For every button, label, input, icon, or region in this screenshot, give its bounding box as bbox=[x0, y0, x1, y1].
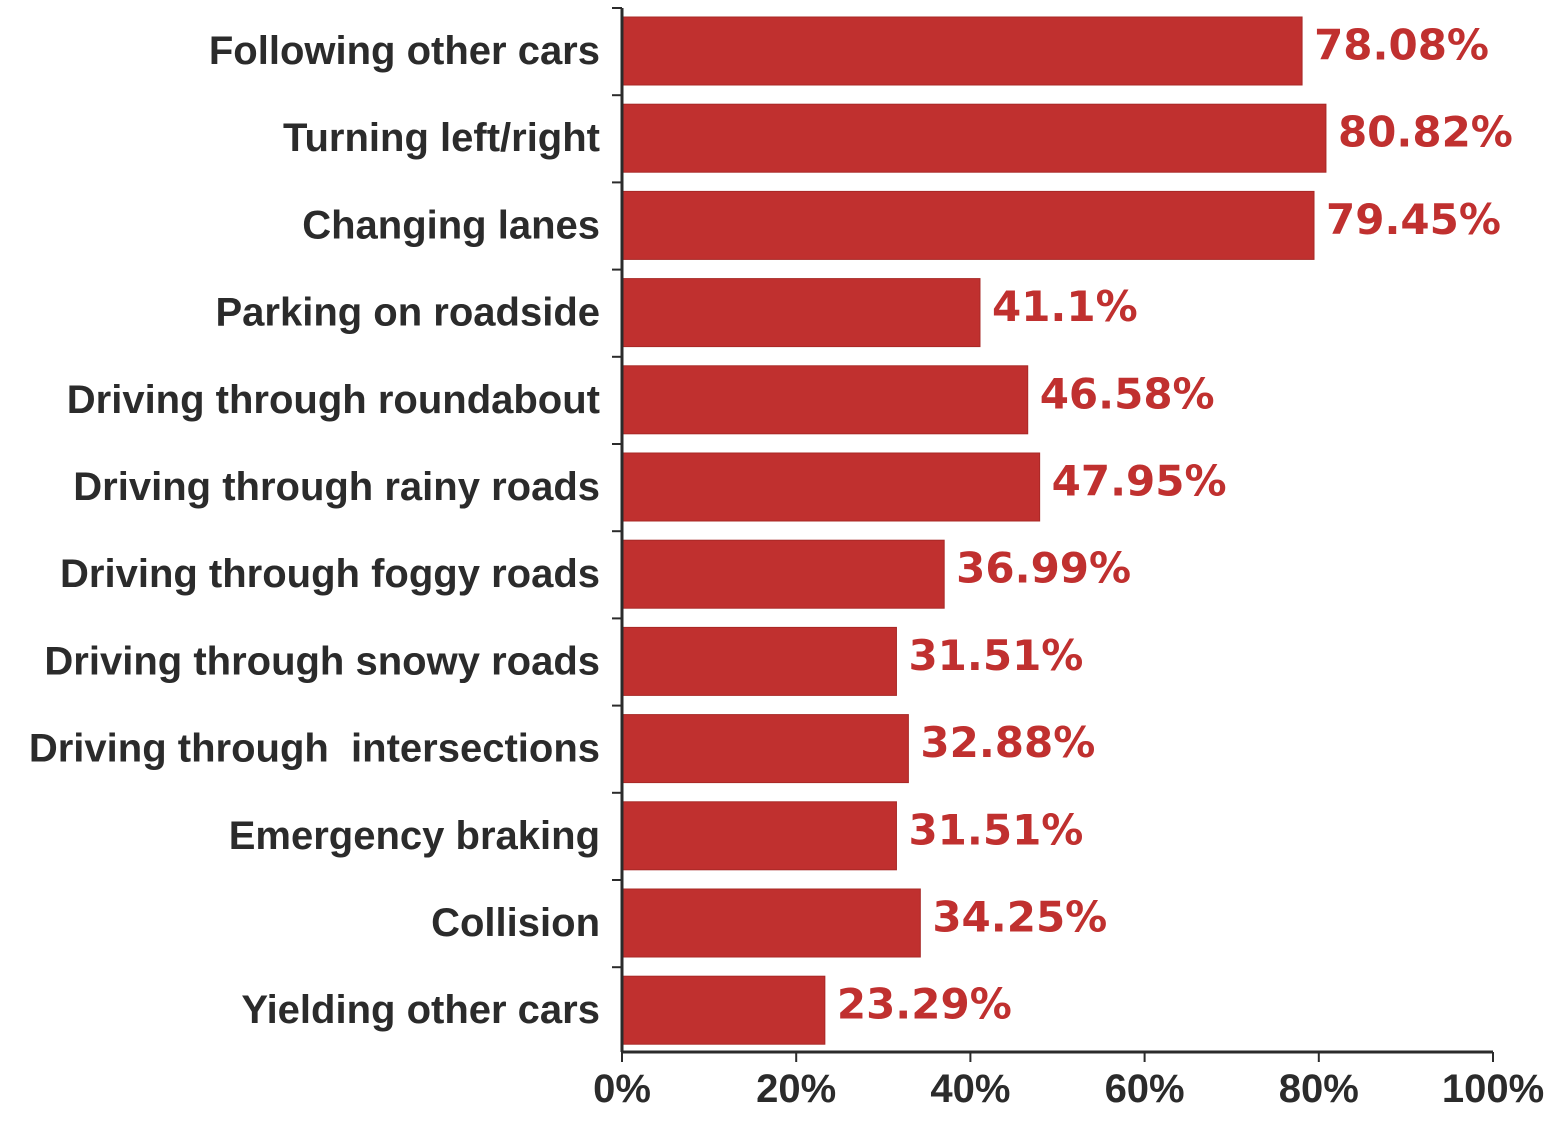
x-tick-label: 0% bbox=[593, 1067, 651, 1111]
x-tick-label: 60% bbox=[1105, 1067, 1185, 1111]
data-label: 47.95% bbox=[1052, 457, 1227, 506]
category-label: Parking on roadside bbox=[215, 291, 600, 335]
data-label: 34.25% bbox=[932, 893, 1107, 942]
data-label: 80.82% bbox=[1338, 108, 1513, 157]
data-label: 78.08% bbox=[1314, 21, 1489, 70]
x-tick-label: 40% bbox=[930, 1067, 1010, 1111]
category-label: Driving through rainy roads bbox=[73, 465, 600, 509]
bar bbox=[621, 16, 1303, 86]
bar bbox=[621, 452, 1041, 522]
category-label: Yielding other cars bbox=[241, 988, 600, 1032]
data-label: 46.58% bbox=[1040, 369, 1215, 418]
data-label: 32.88% bbox=[920, 718, 1095, 767]
axes: 0% 20% 40% 60% 80% 100% bbox=[593, 7, 1544, 1111]
category-label: Driving through foggy roads bbox=[60, 552, 600, 596]
category-label: Collision bbox=[431, 901, 600, 945]
data-label: 31.51% bbox=[908, 631, 1083, 680]
bar bbox=[621, 278, 981, 348]
data-label: 41.1% bbox=[992, 282, 1138, 331]
bar bbox=[621, 888, 921, 958]
category-label: Driving through intersections bbox=[29, 727, 600, 771]
bar bbox=[621, 103, 1327, 173]
data-label: 36.99% bbox=[956, 544, 1131, 593]
data-label: 23.29% bbox=[837, 980, 1012, 1029]
data-label: 31.51% bbox=[908, 805, 1083, 854]
bar bbox=[621, 714, 909, 784]
category-label: Turning left/right bbox=[283, 116, 600, 160]
bar bbox=[621, 626, 897, 696]
data-label: 79.45% bbox=[1326, 195, 1501, 244]
category-labels: Following other cars Turning left/right Ch… bbox=[29, 29, 600, 1032]
category-label: Driving through roundabout bbox=[67, 378, 600, 422]
category-label: Emergency braking bbox=[229, 814, 600, 858]
bars-layer bbox=[621, 16, 1327, 1045]
bar bbox=[621, 539, 945, 609]
bar bbox=[621, 190, 1315, 260]
bar bbox=[621, 801, 897, 871]
category-label: Driving through snowy roads bbox=[44, 639, 600, 683]
bar bbox=[621, 975, 826, 1045]
category-label: Changing lanes bbox=[302, 203, 600, 247]
bar bbox=[621, 365, 1029, 435]
x-tick-label: 80% bbox=[1279, 1067, 1359, 1111]
x-tick-label: 20% bbox=[756, 1067, 836, 1111]
category-label: Following other cars bbox=[209, 29, 600, 73]
data-labels: 78.08% 80.82% 79.45% 41.1% 46.58% 47.95% 36.99… bbox=[837, 21, 1513, 1029]
x-tick-label: 100% bbox=[1442, 1067, 1544, 1111]
